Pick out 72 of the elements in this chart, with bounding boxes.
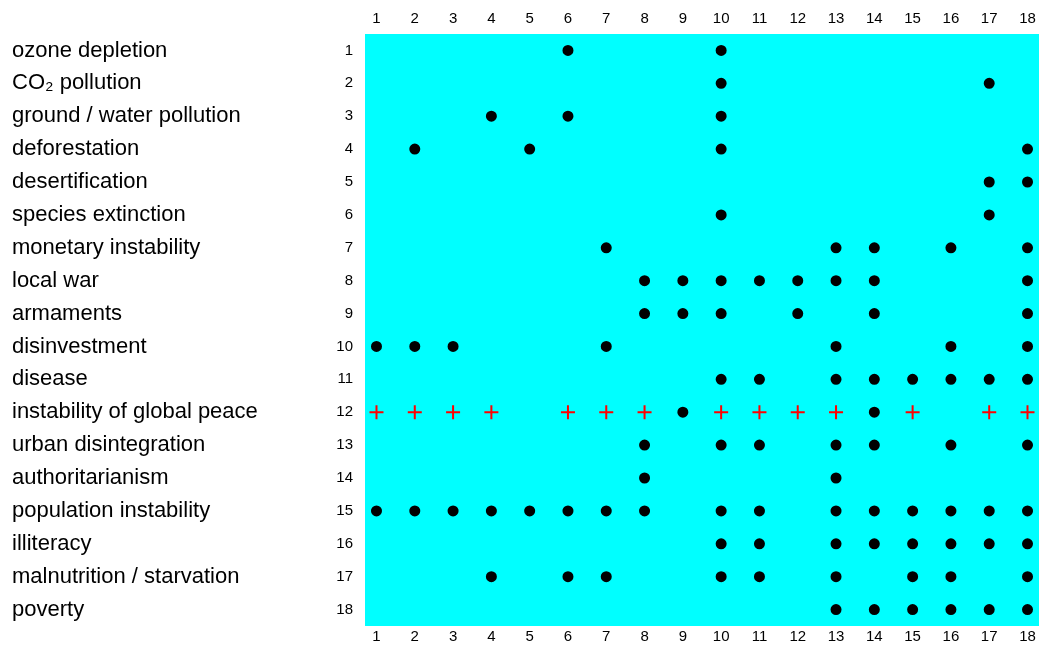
y-tick-label: 8 <box>344 270 353 288</box>
y-tick-label: 2 <box>344 73 353 91</box>
x-tick-label: 13 <box>827 627 845 645</box>
x-tick-label: 10 <box>712 627 730 645</box>
x2-tick-label: 17 <box>980 9 998 27</box>
y-tick-label: 11 <box>337 369 353 387</box>
x-tick-label: 17 <box>980 627 998 645</box>
x2-tick-label: 6 <box>563 9 573 27</box>
x2-tick-label: 18 <box>1019 9 1036 27</box>
y-tick-label: 3 <box>344 106 353 124</box>
x2-tick-label: 16 <box>942 9 960 27</box>
text: local war <box>12 266 99 292</box>
x2-tick-label: 3 <box>448 9 458 27</box>
x2-tick-label: 13 <box>827 9 845 27</box>
text: poverty <box>12 595 85 621</box>
y-tick-label: 18 <box>336 599 353 617</box>
y-tick-label: 9 <box>344 303 353 321</box>
text: population instability <box>12 496 211 522</box>
x-tick-label: 12 <box>789 627 807 645</box>
x2-tick-label: 10 <box>712 9 730 27</box>
x2-tick-label: 1 <box>372 9 381 27</box>
x2-tick-label: 4 <box>487 9 496 27</box>
x2-tick-label: 2 <box>410 9 419 27</box>
x-tick-label: 5 <box>525 627 534 645</box>
text: urban disintegration <box>12 431 206 457</box>
x-tick-label: 8 <box>640 627 649 645</box>
y-tick-label: 13 <box>336 435 353 453</box>
text: deforestation <box>12 135 140 161</box>
text: ozone depletion <box>12 36 168 62</box>
text: instability of global peace <box>12 398 258 424</box>
x2-tick-label: 7 <box>602 9 611 27</box>
y-tick-label: 1 <box>344 40 353 58</box>
x-tick-label: 3 <box>448 627 458 645</box>
y-tick-label: 10 <box>336 336 353 354</box>
x2-tick-label: 15 <box>904 9 921 27</box>
x-tick-label: 6 <box>563 627 573 645</box>
x-tick-label: 2 <box>410 627 419 645</box>
x-tick-label: 14 <box>865 627 883 645</box>
x2-tick-label: 12 <box>789 9 807 27</box>
x2-tick-label: 5 <box>525 9 534 27</box>
text: disinvestment <box>12 332 147 358</box>
x-tick-label: 9 <box>678 627 688 645</box>
text: armaments <box>12 299 123 325</box>
text: monetary instability <box>12 233 201 259</box>
x-tick-label: 11 <box>751 627 768 645</box>
x-tick-label: 16 <box>942 627 960 645</box>
x2-tick-label: 11 <box>751 9 768 27</box>
x-tick-label: 7 <box>602 627 611 645</box>
text: malnutrition / starvation <box>12 562 240 588</box>
y-tick-label: 6 <box>344 205 353 223</box>
y-tick-label: 14 <box>336 468 353 486</box>
y-tick-label: 15 <box>336 501 353 519</box>
x2-tick-label: 9 <box>678 9 688 27</box>
text: illiteracy <box>12 529 92 555</box>
y-tick-label: 16 <box>336 533 353 551</box>
y-tick-label: 5 <box>344 172 353 190</box>
x-tick-label: 15 <box>904 627 921 645</box>
text: CO₂ pollution <box>12 69 142 95</box>
x2-tick-label: 8 <box>640 9 649 27</box>
x-tick-label: 18 <box>1019 627 1036 645</box>
y-tick-label: 7 <box>344 237 353 255</box>
text: ground / water pollution <box>12 102 241 128</box>
y-tick-label: 4 <box>344 139 353 157</box>
text: desertification <box>12 168 148 194</box>
text: authoritarianism <box>12 464 169 490</box>
x2-tick-label: 14 <box>865 9 883 27</box>
text: species extinction <box>12 200 186 226</box>
text: disease <box>12 365 88 391</box>
x-tick-label: 1 <box>372 627 381 645</box>
x-tick-label: 4 <box>487 627 496 645</box>
y-tick-label: 12 <box>336 402 353 420</box>
y-tick-label: 17 <box>336 566 353 584</box>
